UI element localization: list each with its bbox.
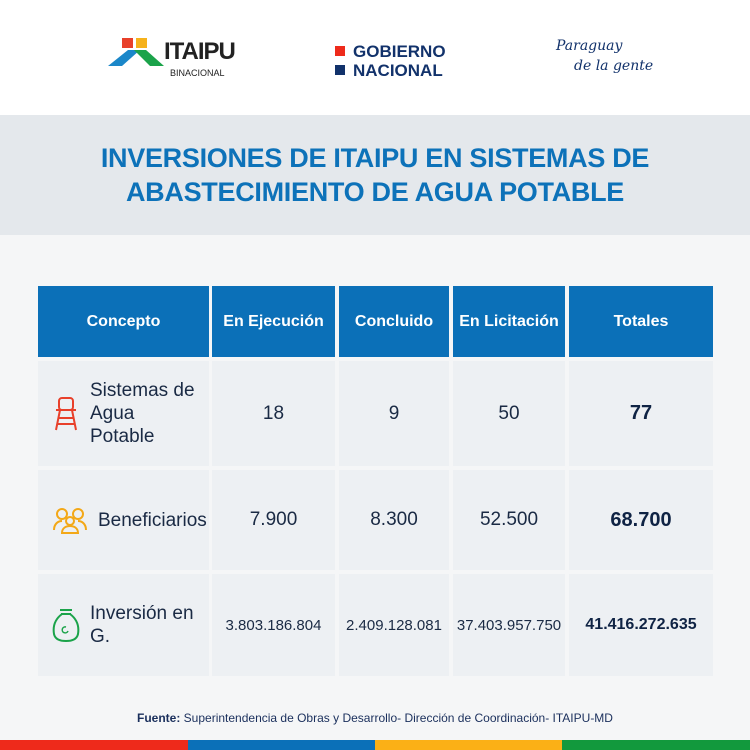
itaipu-logo: ITAIPU BINACIONAL	[108, 36, 248, 84]
ejecucion-cell: 7.900	[212, 470, 335, 570]
itaipu-logo-subtext: BINACIONAL	[170, 68, 225, 78]
title-band: INVERSIONES DE ITAIPU EN SISTEMAS DE ABAS…	[0, 115, 750, 235]
paraguay-de-la-gente-logo: Paraguay de la gente	[556, 36, 653, 76]
licitacion-cell: 37.403.957.750	[453, 574, 565, 676]
total-cell: 41.416.272.635	[569, 574, 713, 676]
concept-cell: Sistemas de Agua Potable	[38, 361, 209, 466]
water-tower-icon	[38, 396, 90, 432]
header-cell: Concluido	[339, 286, 449, 357]
gobierno-line-2: NACIONAL	[335, 61, 446, 80]
gobierno-line-1: GOBIERNO	[335, 42, 446, 61]
header: ITAIPU BINACIONAL GOBIERNO NACIONAL Para…	[0, 0, 750, 115]
concluido-cell: 2.409.128.081	[339, 574, 449, 676]
header-cell: En Licitación	[453, 286, 565, 357]
ejecucion-cell: 18	[212, 361, 335, 466]
header-cell: Totales	[569, 286, 713, 357]
header-cell: Concepto	[38, 286, 209, 357]
licitacion-cell: 52.500	[453, 470, 565, 570]
concept-label: Inversión en G.	[90, 603, 194, 647]
concept-cell: Inversión en G.	[38, 574, 209, 676]
licitacion-cell: 50	[453, 361, 565, 466]
concept-cell: Beneficiarios	[38, 470, 209, 570]
page-title: INVERSIONES DE ITAIPU EN SISTEMAS DE ABAS…	[100, 143, 650, 207]
concept-label: Beneficiarios	[98, 509, 207, 531]
slogan-line-1: Paraguay	[556, 38, 623, 54]
color-bar-yellow	[375, 740, 562, 750]
slogan-line-2: de la gente	[574, 58, 654, 74]
concluido-cell: 8.300	[339, 470, 449, 570]
money-bag-icon	[38, 607, 90, 643]
itaipu-logo-text: ITAIPU	[164, 38, 236, 65]
color-bar-red	[0, 740, 188, 750]
total-cell: 77	[569, 361, 713, 466]
color-bar-green	[562, 740, 750, 750]
concluido-cell: 9	[339, 361, 449, 466]
itaipu-logo-mark	[108, 38, 164, 66]
color-bar-blue	[188, 740, 375, 750]
concept-label: Sistemas de Agua Potable	[90, 380, 195, 447]
header-cell: En Ejecución	[212, 286, 335, 357]
people-icon	[38, 506, 98, 534]
total-cell: 68.700	[569, 470, 713, 570]
source-note: Fuente: Superintendencia de Obras y Desa…	[137, 711, 613, 725]
ejecucion-cell: 3.803.186.804	[212, 574, 335, 676]
gobierno-nacional-logo: GOBIERNO NACIONAL	[335, 42, 446, 80]
